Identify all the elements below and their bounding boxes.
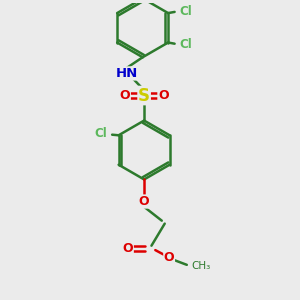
Text: Cl: Cl <box>95 127 107 140</box>
Text: Cl: Cl <box>179 38 192 50</box>
Text: O: O <box>139 195 149 208</box>
Text: HN: HN <box>115 67 138 80</box>
Text: S: S <box>138 86 150 104</box>
Text: O: O <box>120 89 130 102</box>
Text: CH₃: CH₃ <box>191 261 211 271</box>
Text: Cl: Cl <box>179 5 192 18</box>
Text: O: O <box>123 242 133 255</box>
Text: O: O <box>164 251 175 264</box>
Text: O: O <box>158 89 169 102</box>
